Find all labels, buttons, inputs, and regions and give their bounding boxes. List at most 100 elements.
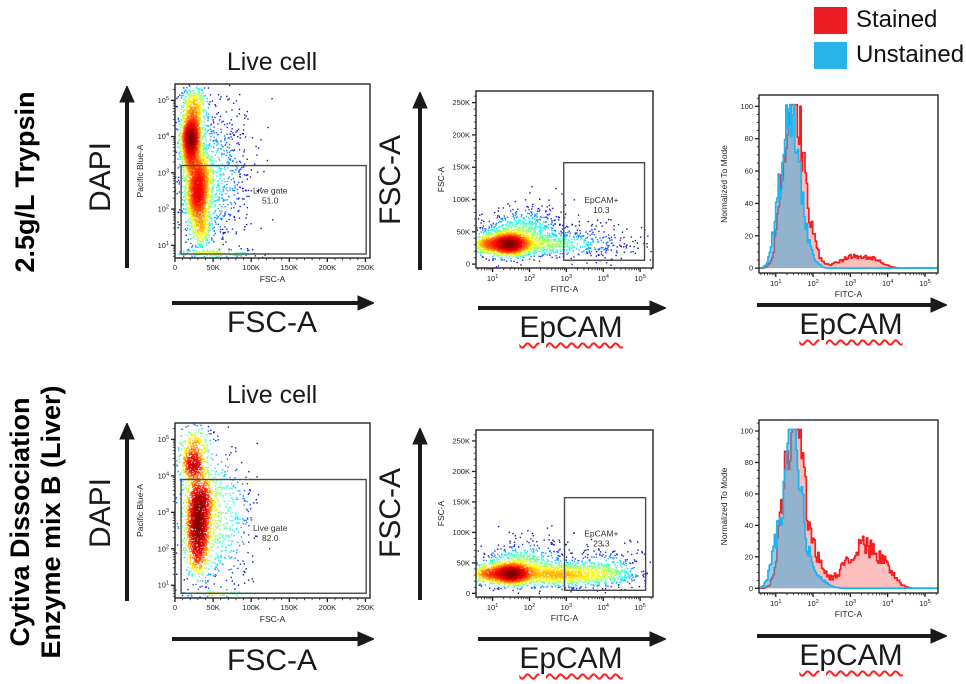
svg-text:103: 103 <box>561 603 572 612</box>
svg-text:104: 104 <box>882 279 893 288</box>
svg-text:FSC-A: FSC-A <box>436 500 446 526</box>
svg-text:250K: 250K <box>357 263 375 272</box>
svg-text:20: 20 <box>745 231 753 240</box>
svg-text:Pacific Blue-A: Pacific Blue-A <box>135 144 145 197</box>
row-label-text: Cytiva Dissociation <box>5 397 35 647</box>
svg-text:40: 40 <box>745 521 753 530</box>
x-axis-big-label: EpCAM <box>799 639 903 672</box>
y-axis-big-label: FSC-A <box>374 135 407 225</box>
y-axis-arrow <box>412 92 428 270</box>
svg-text:200K: 200K <box>452 467 470 476</box>
svg-text:Pacific Blue-A: Pacific Blue-A <box>135 484 145 537</box>
x-axis-big-label: EpCAM <box>519 311 623 344</box>
x-axis-big-label: EpCAM <box>519 642 623 675</box>
svg-text:80: 80 <box>745 134 753 143</box>
plot-axes: 0 50K 100K 150K 200K 250K FSC-A 101 102 103 104 105… <box>135 83 375 284</box>
svg-text:FSC-A: FSC-A <box>436 166 446 192</box>
x-axis-big-label: FSC-A <box>227 306 317 339</box>
plot-title-live-cell: Live cell <box>226 381 318 409</box>
gate-rectangle <box>180 164 367 255</box>
svg-text:105: 105 <box>158 96 169 105</box>
svg-text:100K: 100K <box>452 195 470 204</box>
svg-text:104: 104 <box>598 603 609 612</box>
gate-rectangle <box>563 496 647 591</box>
scatter-dots-canvas <box>433 424 659 627</box>
svg-text:101: 101 <box>487 603 498 612</box>
gate-name: EpCAM+ <box>584 195 618 205</box>
x-axis-arrow <box>757 628 947 644</box>
row-label-text: 2.5g/L Trypsin <box>10 91 40 273</box>
histogram-epcam-trypsin: 101 102 103 104 105 FITC-A 0 20 40 60 80 100 Normali… <box>711 87 944 303</box>
svg-text:101: 101 <box>487 274 498 283</box>
svg-text:102: 102 <box>524 274 535 283</box>
scatter-dots-canvas <box>132 78 376 288</box>
svg-text:101: 101 <box>158 581 169 590</box>
svg-text:0: 0 <box>173 603 177 612</box>
svg-text:FITC-A: FITC-A <box>835 609 863 619</box>
gate-percentage: 23.3 <box>593 539 610 549</box>
svg-text:50K: 50K <box>206 263 219 272</box>
svg-text:0: 0 <box>466 589 470 598</box>
svg-text:150K: 150K <box>280 263 298 272</box>
svg-text:105: 105 <box>919 599 930 608</box>
svg-text:105: 105 <box>158 435 169 444</box>
svg-text:50K: 50K <box>206 603 219 612</box>
legend-label: Unstained <box>856 41 965 68</box>
svg-text:50K: 50K <box>457 227 470 236</box>
svg-text:Normalized To Mode: Normalized To Mode <box>719 467 729 545</box>
gate-percentage: 82.0 <box>262 533 279 543</box>
x-axis-big-label: EpCAM <box>799 308 903 341</box>
svg-text:FSC-A: FSC-A <box>260 274 286 284</box>
svg-text:FITC-A: FITC-A <box>551 613 579 623</box>
plot-axes: 101 102 103 104 105 FITC-A 0 50K 100K 150K 200K 250… <box>436 429 654 623</box>
svg-text:150K: 150K <box>452 497 470 506</box>
svg-text:102: 102 <box>158 205 169 214</box>
y-axis-arrow <box>119 86 135 268</box>
svg-text:250K: 250K <box>452 98 470 107</box>
gate-percentage: 51.0 <box>262 195 279 205</box>
svg-text:104: 104 <box>882 599 893 608</box>
svg-text:FITC-A: FITC-A <box>835 289 863 299</box>
histogram-canvas <box>711 412 944 623</box>
svg-text:105: 105 <box>634 603 645 612</box>
svg-text:100K: 100K <box>242 263 260 272</box>
svg-text:101: 101 <box>158 241 169 250</box>
svg-text:50K: 50K <box>457 558 470 567</box>
svg-text:0: 0 <box>466 260 470 269</box>
svg-text:60: 60 <box>745 489 753 498</box>
gate-rectangle <box>563 162 646 261</box>
svg-text:101: 101 <box>770 279 781 288</box>
gate-percentage: 10.3 <box>593 205 610 215</box>
svg-text:250K: 250K <box>357 603 375 612</box>
x-axis-arrow <box>478 631 666 647</box>
plot-axes: 101 102 103 104 105 FITC-A 0 50K 100K 150K 200K 250… <box>436 90 654 294</box>
legend-item-stained: Stained <box>814 6 964 34</box>
svg-text:102: 102 <box>807 279 818 288</box>
svg-text:105: 105 <box>919 279 930 288</box>
legend: Stained Unstained <box>814 6 964 69</box>
svg-text:60: 60 <box>745 167 753 176</box>
svg-text:100: 100 <box>740 102 753 111</box>
svg-text:0: 0 <box>173 263 177 272</box>
scatter-plot-dapi-fsc-cytiva: 0 50K 100K 150K 200K 250K FSC-A 101 102 103 104 105… <box>132 417 376 628</box>
plot-axes: 0 50K 100K 150K 200K 250K FSC-A 101 102 103 104 105… <box>135 422 375 624</box>
svg-text:103: 103 <box>158 168 169 177</box>
row-label-text: Enzyme mix B (Liver) <box>36 385 66 659</box>
plot-title-live-cell: Live cell <box>226 48 318 76</box>
svg-text:20: 20 <box>745 552 753 561</box>
row-label-cytiva: Cytiva Dissociation Enzyme mix B (Liver) <box>5 357 67 684</box>
svg-text:103: 103 <box>845 599 856 608</box>
svg-text:200K: 200K <box>452 130 470 139</box>
row-label-trypsin: 2.5g/L Trypsin <box>10 52 46 312</box>
svg-text:103: 103 <box>158 508 169 517</box>
x-axis-arrow <box>172 631 374 647</box>
svg-text:40: 40 <box>745 199 753 208</box>
unstained-color-swatch <box>814 41 847 69</box>
svg-text:103: 103 <box>561 274 572 283</box>
gate-name: EpCAM+ <box>584 529 618 539</box>
svg-text:100: 100 <box>740 427 753 436</box>
svg-text:FITC-A: FITC-A <box>551 284 579 294</box>
svg-text:100K: 100K <box>242 603 260 612</box>
svg-text:104: 104 <box>598 274 609 283</box>
svg-text:102: 102 <box>807 599 818 608</box>
